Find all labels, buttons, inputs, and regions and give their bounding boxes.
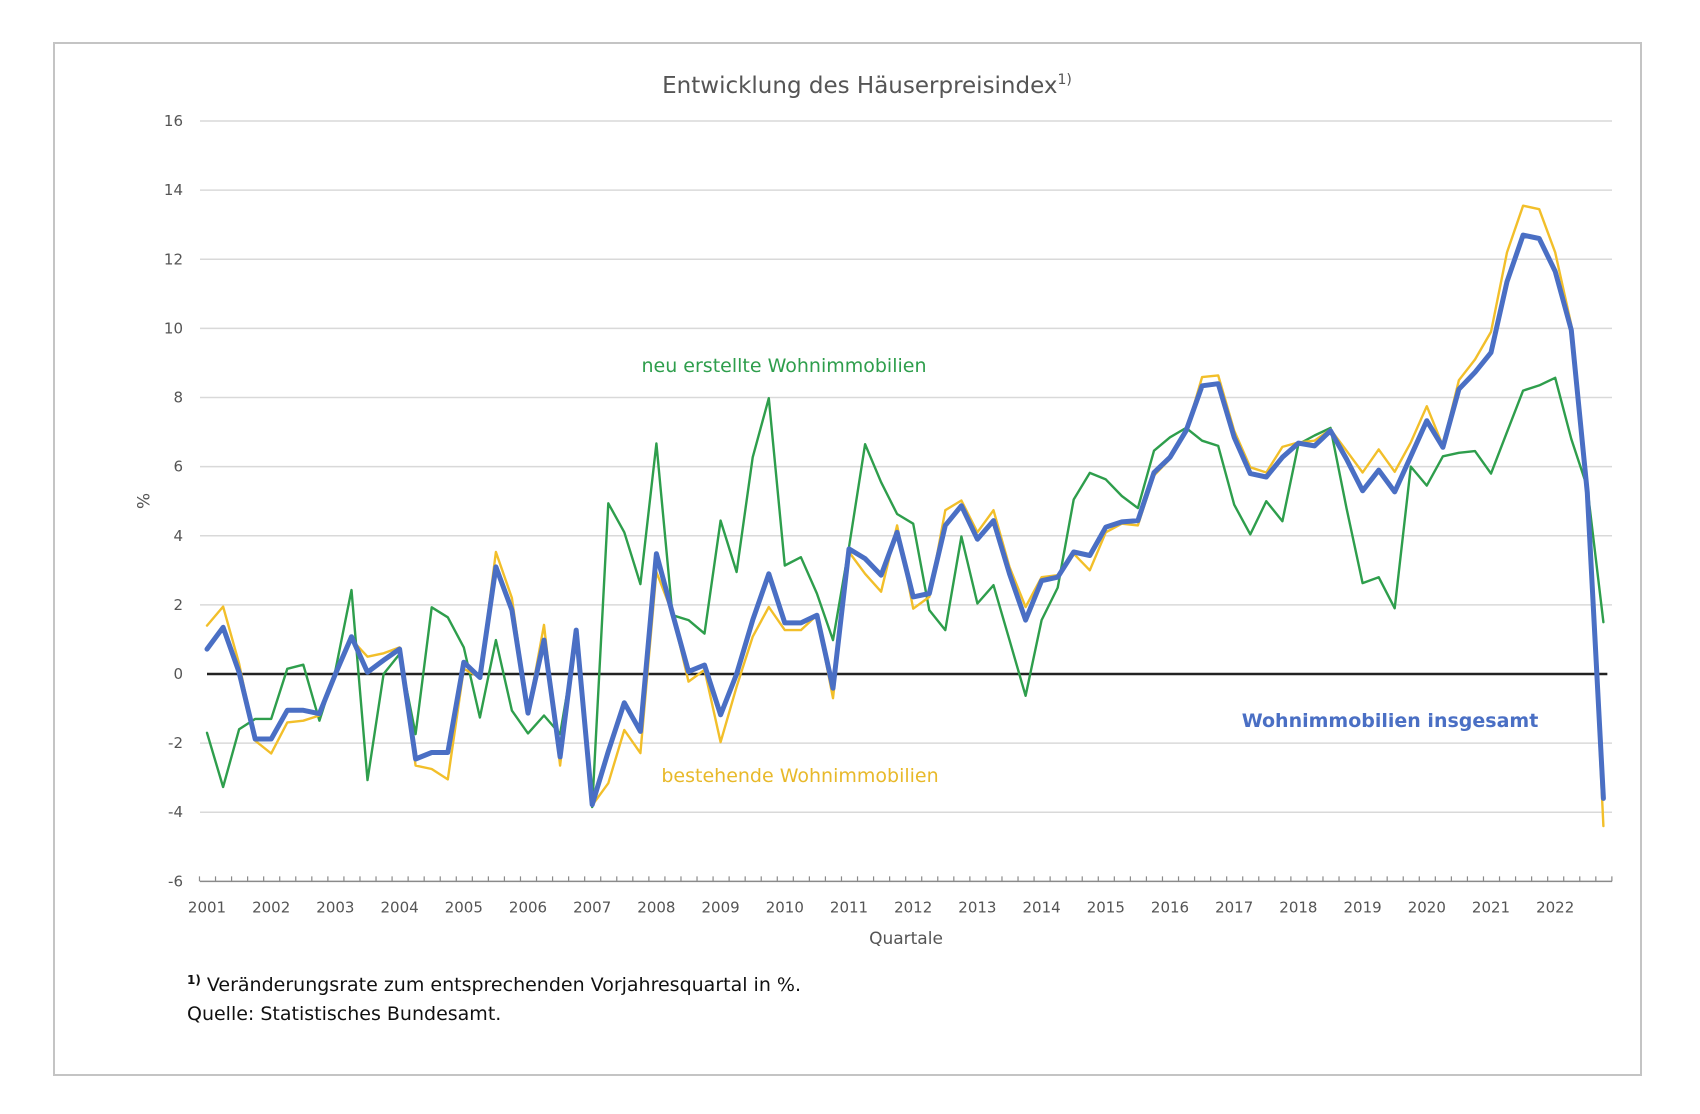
x-tick-label: 2018 (1279, 898, 1317, 916)
series-line-total (204, 232, 1606, 808)
x-axis-title: Quartale (869, 929, 943, 949)
y-tick-labels: 16 14 12 10 8 6 4 2 0 -2 -4 -6 (164, 112, 183, 890)
x-tick-label: 2021 (1472, 898, 1510, 916)
series-line-new (205, 376, 1605, 809)
x-tick-label: 2014 (1023, 898, 1061, 916)
y-tick-label: 6 (173, 458, 183, 476)
x-tick-label: 2003 (316, 898, 354, 916)
y-tick-label: 10 (164, 319, 183, 337)
y-tick-label: 14 (164, 181, 183, 199)
label-new-buildings: neu erstellte Wohnimmobilien (641, 355, 926, 377)
gridlines (200, 120, 1612, 813)
x-tick-label: 2019 (1344, 898, 1382, 916)
y-tick-label: 0 (173, 665, 183, 683)
label-existing-buildings: bestehende Wohnimmobilien (661, 765, 938, 787)
y-tick-label: -4 (168, 803, 183, 821)
x-tick-label: 2007 (573, 898, 611, 916)
y-tick-label: 16 (164, 112, 183, 130)
x-tick-label: 2009 (702, 898, 740, 916)
x-tick-label: 2013 (958, 898, 996, 916)
x-axis: 2001 2002 2003 2004 2005 2006 2007 2008 2009 2010… (188, 876, 1613, 916)
x-tick-label: 2006 (509, 898, 547, 916)
chart-frame (53, 42, 1642, 1076)
y-tick-label: -6 (168, 872, 183, 890)
x-tick-label: 2002 (252, 898, 290, 916)
label-total: Wohnimmobilien insgesamt (1242, 710, 1539, 732)
y-tick-label: 12 (164, 250, 183, 268)
y-tick-label: -2 (168, 734, 183, 752)
footnote-marker: 1) (187, 973, 201, 987)
x-tick-label: 2005 (445, 898, 483, 916)
x-tick-label: 2008 (637, 898, 675, 916)
x-tick-label: 2004 (381, 898, 419, 916)
x-tick-label: 2016 (1151, 898, 1189, 916)
x-tick-label: 2010 (766, 898, 804, 916)
footnote-source: Quelle: Statistisches Bundesamt. (187, 1003, 502, 1025)
footnote-text: Veränderungsrate zum entsprechenden Vorj… (206, 974, 802, 996)
x-tick-label: 2022 (1536, 898, 1574, 916)
series-line-total-points (206, 235, 1604, 805)
x-tick-label: 2017 (1215, 898, 1253, 916)
y-tick-label: 2 (173, 596, 183, 614)
x-tick-label: 2011 (830, 898, 868, 916)
x-tick-label: 2020 (1408, 898, 1446, 916)
x-tick-label: 2001 (188, 898, 226, 916)
x-tick-label: 2015 (1087, 898, 1125, 916)
footnote-definition: 1) Veränderungsrate zum entsprechenden V… (187, 973, 801, 996)
series-lines (204, 204, 1606, 828)
y-axis-title: % (132, 493, 152, 509)
x-tick-label: 2012 (894, 898, 932, 916)
y-tick-label: 4 (173, 527, 183, 545)
chart-title: Entwicklung des Häuserpreisindex1) (662, 72, 1072, 99)
y-tick-label: 8 (173, 389, 183, 407)
